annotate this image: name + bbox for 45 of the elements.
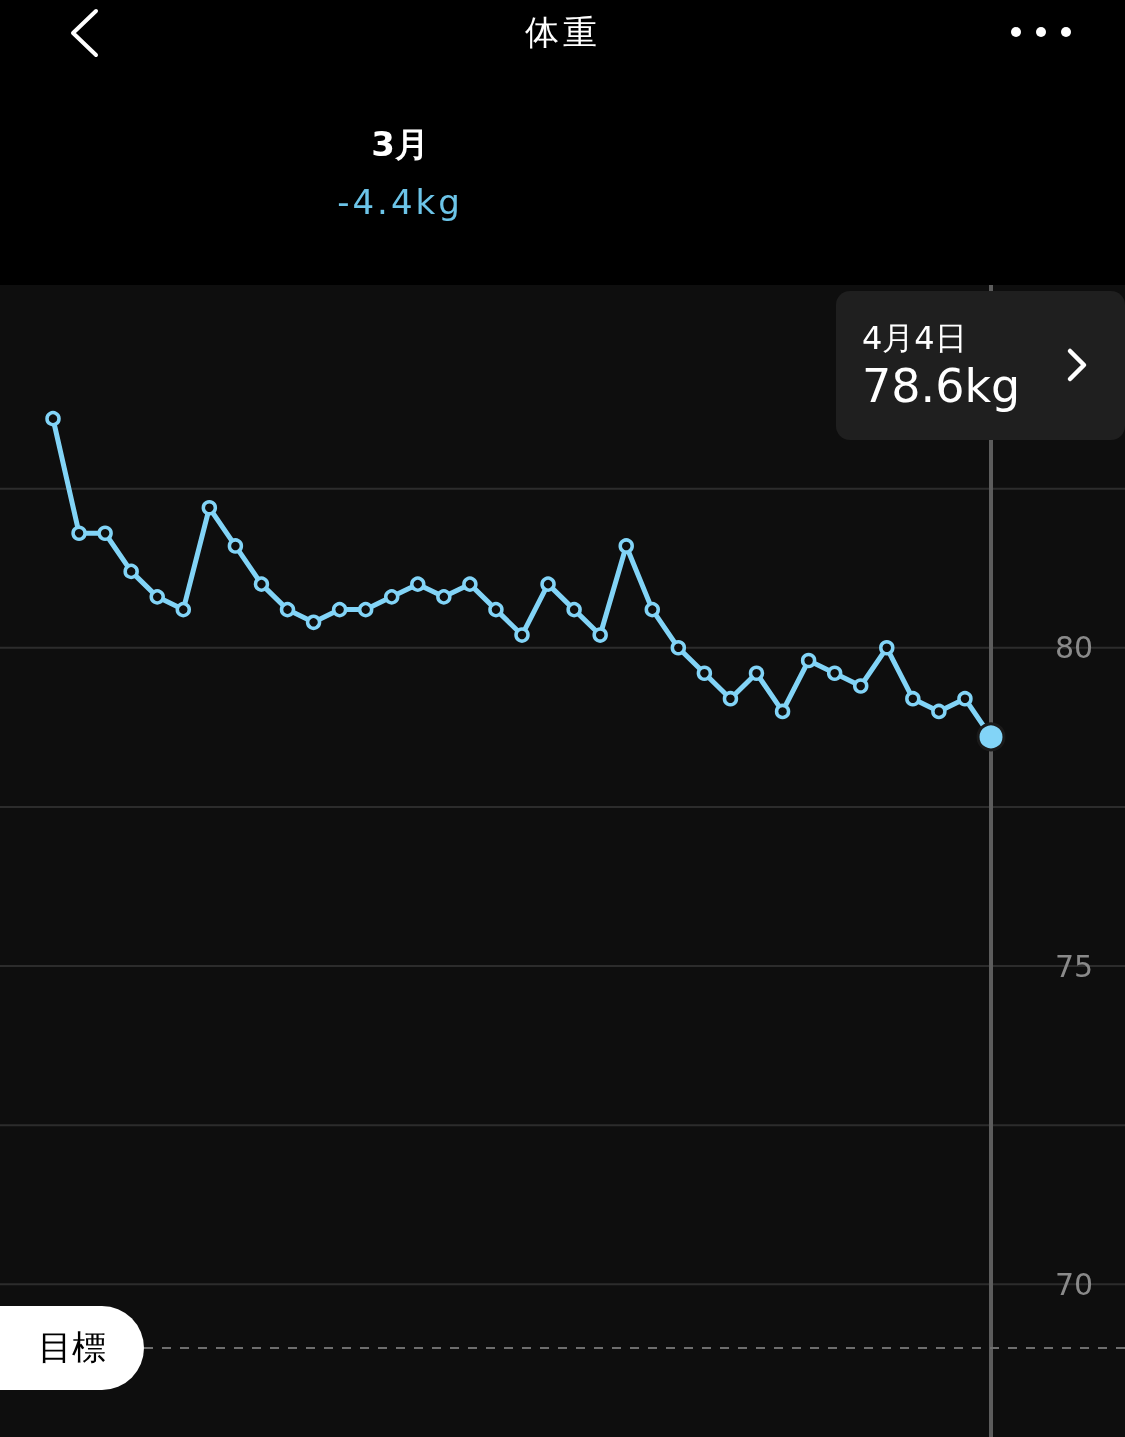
point <box>436 589 452 605</box>
annotation: 78.6kg <box>862 359 1021 413</box>
point <box>957 690 973 707</box>
point <box>905 690 921 707</box>
point <box>227 538 244 554</box>
point <box>670 640 687 656</box>
point <box>800 652 817 669</box>
point <box>253 576 270 592</box>
point <box>566 601 582 618</box>
point <box>852 678 869 694</box>
chart-title: 体重 <box>523 11 602 54</box>
y-tick-label: 70 <box>1055 1266 1094 1302</box>
point <box>722 690 739 707</box>
text: -4.4kg <box>336 182 464 222</box>
point <box>305 614 322 631</box>
point <box>149 589 165 605</box>
point <box>644 601 661 618</box>
point <box>462 576 478 592</box>
point <box>592 627 608 643</box>
point <box>331 601 348 618</box>
point <box>201 500 218 516</box>
point <box>97 525 113 541</box>
y-tick-label: 80 <box>1055 630 1094 666</box>
point <box>488 601 504 618</box>
point <box>879 640 895 656</box>
ref-line-label: 目標 <box>0 1305 144 1390</box>
point <box>826 665 843 681</box>
point <box>748 665 765 681</box>
y-tick-label: 75 <box>1055 948 1094 984</box>
point <box>696 665 713 681</box>
point <box>383 589 400 605</box>
point <box>618 538 634 554</box>
point <box>45 410 61 427</box>
point <box>123 563 139 580</box>
point <box>71 525 87 541</box>
point <box>774 703 791 720</box>
point <box>279 601 296 618</box>
point <box>175 601 192 618</box>
point <box>410 576 426 592</box>
point <box>514 627 530 643</box>
chart-subtitle: 3月 <box>370 123 430 166</box>
point <box>357 601 374 618</box>
point <box>931 703 947 720</box>
point <box>540 576 556 592</box>
annotation: 4月4日 <box>862 319 967 357</box>
